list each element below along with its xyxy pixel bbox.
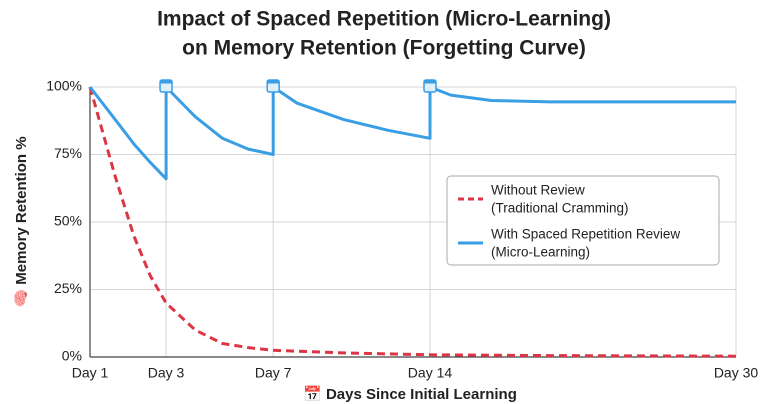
y-tick-label: 50% (54, 213, 82, 229)
chart-title: Impact of Spaced Repetition (Micro-Learn… (157, 8, 611, 31)
y-tick-label: 75% (54, 145, 82, 161)
data-line (88, 85, 736, 181)
legend-label: (Micro-Learning) (491, 245, 590, 260)
y-axis-label: 🧠 Memory Retention % (13, 136, 30, 307)
y-tick-label: 100% (46, 78, 82, 94)
calendar-top (267, 80, 280, 84)
legend: Without Review (Traditional Cramming) With… (446, 175, 720, 266)
y-tick-label: 0% (62, 348, 82, 364)
calendar-top (423, 80, 436, 84)
chart-title: on Memory Retention (Forgetting Curve) (182, 37, 586, 60)
x-tick-label: Day 3 (148, 365, 185, 381)
legend-label: With Spaced Repetition Review (491, 227, 680, 242)
calendar-top (160, 80, 173, 84)
legend-label: Without Review (491, 183, 585, 198)
review-marker (423, 79, 437, 93)
review-marker (266, 79, 280, 93)
x-tick-label: Day 30 (714, 365, 759, 381)
x-tick-label: Day 1 (72, 365, 109, 381)
x-tick-label: Day 7 (255, 365, 292, 381)
x-axis-label: 📅 Days Since Initial Learning (303, 385, 517, 403)
x-tick-label: Day 14 (408, 365, 453, 381)
review-marker (159, 79, 173, 93)
data-line (88, 86, 737, 358)
legend-box (446, 175, 720, 266)
legend-label: (Traditional Cramming) (491, 201, 629, 216)
y-tick-label: 25% (54, 280, 82, 296)
